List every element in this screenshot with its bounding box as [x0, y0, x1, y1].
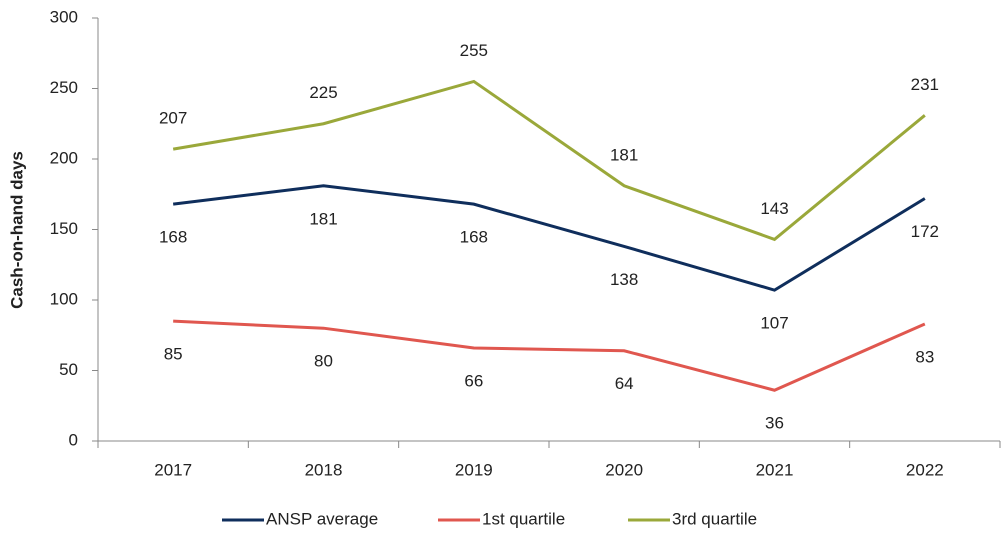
y-tick-label: 50	[59, 360, 78, 379]
y-tick-label: 300	[50, 7, 78, 26]
y-axis-label: Cash-on-hand days	[7, 151, 26, 309]
data-label: 207	[159, 109, 187, 128]
data-label: 181	[309, 209, 337, 228]
data-label: 107	[760, 314, 788, 333]
y-tick-label: 200	[50, 148, 78, 167]
series-line	[172, 184, 926, 292]
legend-label: ANSP average	[266, 509, 378, 528]
data-label: 168	[159, 228, 187, 247]
data-label: 225	[309, 83, 337, 102]
data-label: 172	[911, 222, 939, 241]
data-label: 143	[760, 199, 788, 218]
x-tick-label: 2019	[455, 460, 493, 479]
y-tick-label: 0	[69, 430, 78, 449]
data-label: 231	[911, 75, 939, 94]
data-label: 168	[460, 228, 488, 247]
data-label: 64	[615, 374, 634, 393]
y-tick-label: 150	[50, 219, 78, 238]
data-label: 80	[314, 352, 333, 371]
data-label: 255	[460, 41, 488, 60]
series-line	[172, 79, 926, 242]
y-tick-label: 250	[50, 78, 78, 97]
data-label: 83	[915, 347, 934, 366]
data-label: 138	[610, 270, 638, 289]
x-tick-label: 2021	[756, 460, 794, 479]
data-label: 85	[164, 345, 183, 364]
x-tick-label: 2020	[605, 460, 643, 479]
series-line	[173, 319, 926, 392]
data-label: 36	[765, 414, 784, 433]
y-tick-label: 100	[50, 289, 78, 308]
x-tick-label: 2018	[305, 460, 343, 479]
data-label: 181	[610, 145, 638, 164]
legend-label: 1st quartile	[482, 509, 565, 528]
x-tick-label: 2017	[154, 460, 192, 479]
x-tick-label: 2022	[906, 460, 944, 479]
data-label: 66	[464, 371, 483, 390]
legend-label: 3rd quartile	[672, 509, 757, 528]
